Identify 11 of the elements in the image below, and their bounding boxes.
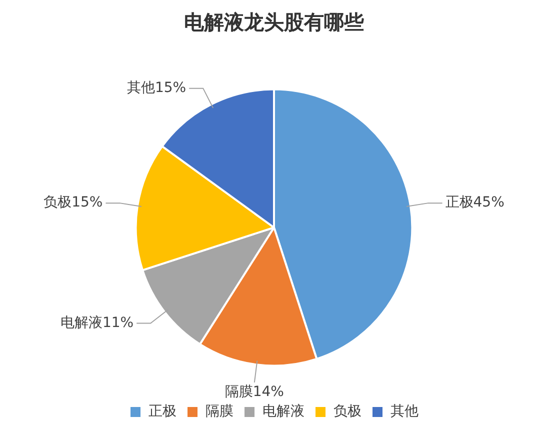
legend-label: 电解液	[262, 404, 304, 420]
data-label: 隔膜14%	[224, 384, 284, 400]
data-label: 负极15%	[44, 194, 103, 211]
legend-label: 正极	[148, 404, 176, 420]
chart-title: 电解液龙头股有哪些	[184, 10, 364, 34]
data-label: 电解液11%	[60, 314, 134, 331]
legend-label: 隔膜	[206, 404, 234, 420]
data-label: 其他15%	[126, 80, 186, 96]
legend-label: 负极	[334, 404, 362, 420]
data-label: 正极45%	[445, 194, 504, 211]
legend-label: 其他	[390, 404, 418, 420]
